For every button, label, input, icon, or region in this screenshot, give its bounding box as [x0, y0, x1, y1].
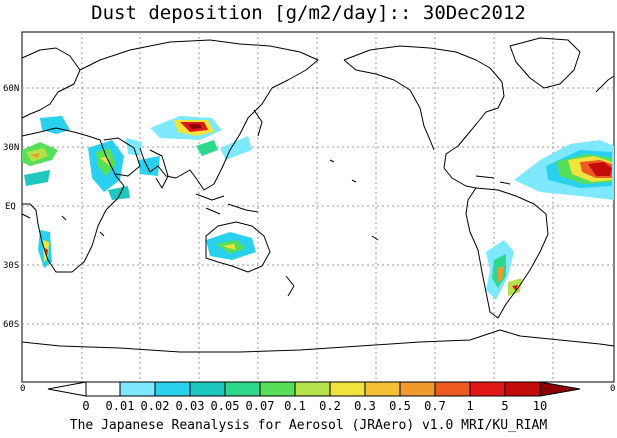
coast-africa — [21, 47, 125, 273]
colorbar-cell-3 — [189, 381, 226, 397]
map-frame — [21, 31, 615, 383]
coast-south-america — [465, 187, 549, 319]
graticule — [22, 32, 614, 382]
colorbar-cell-11 — [469, 381, 506, 397]
colorbar-label: 5 — [501, 399, 508, 413]
lat-label-60n: 60N — [3, 84, 19, 94]
colorbar-label: 0.7 — [424, 399, 446, 413]
coastlines — [21, 37, 615, 353]
colorbar-cell-2 — [154, 381, 191, 397]
colorbar-label: 1 — [466, 399, 473, 413]
colorbar-label: 0.05 — [211, 399, 240, 413]
coast-arabia — [103, 137, 141, 177]
colorbar-cell-7 — [329, 381, 366, 397]
coast-asia — [79, 39, 319, 191]
colorbar-left-edge-label: 0 — [20, 384, 25, 394]
coast-north-america — [343, 45, 505, 189]
colorbar-label: 0.5 — [389, 399, 411, 413]
colorbar-label: 10 — [533, 399, 547, 413]
lat-label-30s: 30S — [3, 261, 19, 271]
colorbar-label: 0.03 — [176, 399, 205, 413]
colorbar-cell-12 — [504, 381, 541, 397]
colorbar-cell-5 — [259, 381, 296, 397]
lat-label-eq: EQ — [5, 202, 16, 212]
colorbar-cell-9 — [399, 381, 436, 397]
colorbar-cell-0 — [85, 381, 121, 397]
colorbar-label: 0.1 — [284, 399, 306, 413]
colorbar-labels: 0 0.01 0.02 0.03 0.05 0.07 0.1 0.2 0.3 0… — [82, 399, 547, 413]
dust-field — [22, 116, 614, 300]
lat-label-30n: 30N — [3, 143, 19, 153]
latitude-labels: 60N 30N EQ 30S 60S — [3, 84, 19, 330]
colorbar-cell-1 — [119, 381, 156, 397]
colorbar-label: 0.2 — [319, 399, 341, 413]
coast-greenland — [509, 37, 581, 89]
coast-antarctica — [21, 329, 615, 353]
colorbar-label: 0.01 — [106, 399, 135, 413]
colorbar-right-edge-label: 0 — [610, 384, 615, 394]
colorbar-cell-6 — [294, 381, 331, 397]
colorbar-cell-10 — [434, 381, 471, 397]
colorbar-label: 0.07 — [246, 399, 275, 413]
colorbar-label: 0.3 — [354, 399, 376, 413]
colorbar-left-arrow — [47, 381, 87, 397]
colorbar-cell-8 — [364, 381, 401, 397]
coast-australia — [205, 221, 271, 273]
colorbar-right-arrow — [539, 381, 581, 397]
colorbar — [47, 381, 581, 397]
credit-line: The Japanese Reanalysis for Aerosol (JRA… — [69, 418, 548, 433]
colorbar-cell-4 — [224, 381, 261, 397]
lat-label-60s: 60S — [3, 320, 19, 330]
map-title: Dust deposition [g/m2/day]:: 30Dec2012 — [91, 2, 526, 24]
colorbar-label: 0.02 — [141, 399, 170, 413]
colorbar-label: 0 — [82, 399, 89, 413]
